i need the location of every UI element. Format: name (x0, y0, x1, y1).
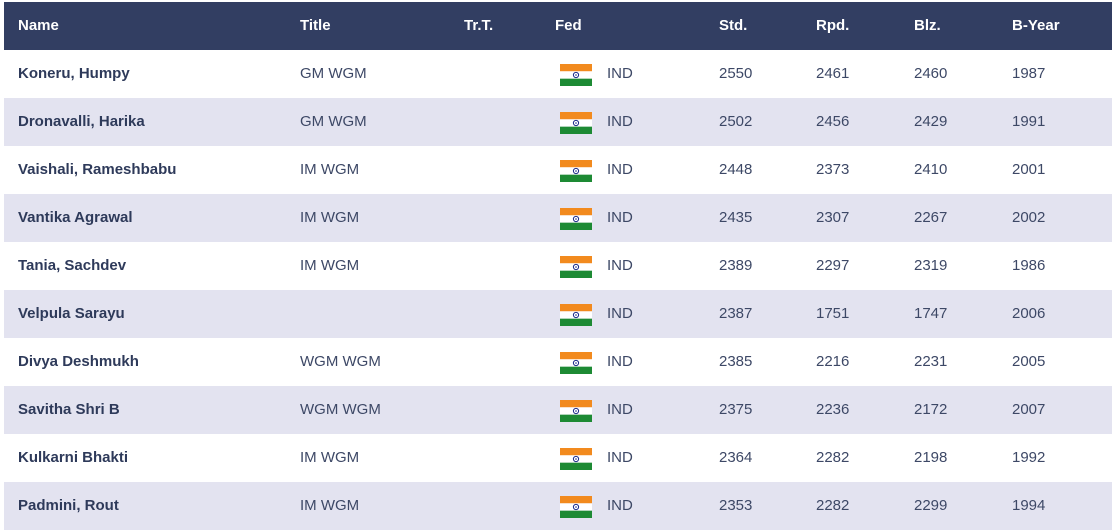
table-row: Divya Deshmukh WGM WGM IND 2385 2216 2231 2005 (4, 338, 1112, 386)
blitz-rating: 2429 (914, 113, 948, 130)
federation: IND (607, 161, 633, 178)
federation: IND (607, 449, 633, 466)
standard-rating: 2375 (719, 401, 753, 418)
flag-icon (560, 160, 592, 182)
federation: IND (607, 497, 633, 514)
federation: IND (607, 353, 633, 370)
federation: IND (607, 401, 633, 418)
birth-year: 2002 (1012, 209, 1046, 226)
blitz-rating: 2172 (914, 401, 948, 418)
player-title: WGM WGM (300, 401, 381, 418)
standard-rating: 2502 (719, 113, 753, 130)
birth-year: 1987 (1012, 65, 1046, 82)
birth-year: 2005 (1012, 353, 1046, 370)
federation: IND (607, 209, 633, 226)
column-header: Fed (555, 17, 582, 34)
table-row: Koneru, Humpy GM WGM IND 2550 2461 2460 1987 (4, 50, 1112, 98)
player-name: Koneru, Humpy (18, 65, 130, 82)
flag-icon (560, 352, 592, 374)
birth-year: 2007 (1012, 401, 1046, 418)
flag-icon (560, 256, 592, 278)
player-title: IM WGM (300, 257, 360, 274)
player-title: IM WGM (300, 497, 360, 514)
player-name: Vaishali, Rameshbabu (18, 161, 177, 178)
column-header: Blz. (914, 17, 941, 34)
player-name: Savitha Shri B (18, 401, 120, 418)
standard-rating: 2448 (719, 161, 753, 178)
standard-rating: 2389 (719, 257, 753, 274)
player-title: GM WGM (300, 113, 367, 130)
birth-year: 1992 (1012, 449, 1046, 466)
rapid-rating: 2307 (816, 209, 850, 226)
column-header: Tr.T. (464, 17, 494, 34)
player-name: Tania, Sachdev (18, 257, 127, 274)
table-row: Tania, Sachdev IM WGM IND 2389 2297 2319 1986 (4, 242, 1112, 290)
column-header: Name (18, 17, 59, 34)
flag-icon (560, 496, 592, 518)
federation: IND (607, 65, 633, 82)
player-name: Dronavalli, Harika (18, 113, 145, 130)
standard-rating: 2364 (719, 449, 753, 466)
player-name: Divya Deshmukh (18, 353, 139, 370)
blitz-rating: 2460 (914, 65, 948, 82)
flag-icon (560, 112, 592, 134)
blitz-rating: 2198 (914, 449, 948, 466)
player-name: Vantika Agrawal (18, 209, 133, 226)
blitz-rating: 2319 (914, 257, 948, 274)
rapid-rating: 2216 (816, 353, 850, 370)
birth-year: 1986 (1012, 257, 1046, 274)
column-header: B-Year (1012, 17, 1060, 34)
standard-rating: 2353 (719, 497, 753, 514)
table-row: Savitha Shri B WGM WGM IND 2375 2236 2172 2007 (4, 386, 1112, 434)
rapid-rating: 2282 (816, 497, 850, 514)
flag-icon (560, 208, 592, 230)
table-row: Vantika Agrawal IM WGM IND 2435 2307 2267 2002 (4, 194, 1112, 242)
blitz-rating: 2231 (914, 353, 948, 370)
birth-year: 1994 (1012, 497, 1046, 514)
federation: IND (607, 305, 633, 322)
table-row: Vaishali, Rameshbabu IM WGM IND 2448 2373 241… (4, 146, 1112, 194)
blitz-rating: 2299 (914, 497, 948, 514)
column-header: Rpd. (816, 17, 850, 34)
rapid-rating: 1751 (816, 305, 850, 322)
table-header: Name Title Tr.T. Fed Std. Rpd. Blz. B-Year (4, 2, 1112, 50)
birth-year: 2006 (1012, 305, 1046, 322)
flag-icon (560, 64, 592, 86)
player-name: Kulkarni Bhakti (18, 449, 129, 466)
flag-icon (560, 304, 592, 326)
rapid-rating: 2373 (816, 161, 850, 178)
blitz-rating: 1747 (914, 305, 948, 322)
player-title: IM WGM (300, 209, 360, 226)
federation: IND (607, 113, 633, 130)
flag-icon (560, 448, 592, 470)
blitz-rating: 2267 (914, 209, 948, 226)
player-name: Padmini, Rout (18, 497, 119, 514)
column-header: Title (300, 17, 331, 34)
rapid-rating: 2282 (816, 449, 850, 466)
rapid-rating: 2456 (816, 113, 850, 130)
table-row: Dronavalli, Harika GM WGM IND 2502 2456 2429 1… (4, 98, 1112, 146)
player-title: GM WGM (300, 65, 367, 82)
federation: IND (607, 257, 633, 274)
player-title: IM WGM (300, 449, 360, 466)
table-row: Kulkarni Bhakti IM WGM IND 2364 2282 2198 1992 (4, 434, 1112, 482)
rapid-rating: 2461 (816, 65, 850, 82)
player-title: IM WGM (300, 161, 360, 178)
player-name: Velpula Sarayu (18, 305, 125, 322)
birth-year: 1991 (1012, 113, 1046, 130)
player-title: WGM WGM (300, 353, 381, 370)
table-row: Velpula Sarayu IND 2387 1751 1747 2006 (4, 290, 1112, 338)
ratings-table: Name Title Tr.T. Fed Std. Rpd. Blz. B-Year Kone… (4, 2, 1112, 530)
column-header: Std. (719, 17, 748, 34)
rapid-rating: 2236 (816, 401, 850, 418)
standard-rating: 2387 (719, 305, 753, 322)
blitz-rating: 2410 (914, 161, 948, 178)
birth-year: 2001 (1012, 161, 1046, 178)
rapid-rating: 2297 (816, 257, 850, 274)
standard-rating: 2550 (719, 65, 753, 82)
flag-icon (560, 400, 592, 422)
standard-rating: 2385 (719, 353, 753, 370)
standard-rating: 2435 (719, 209, 753, 226)
table-row: Padmini, Rout IM WGM IND 2353 2282 2299 1994 (4, 482, 1112, 530)
